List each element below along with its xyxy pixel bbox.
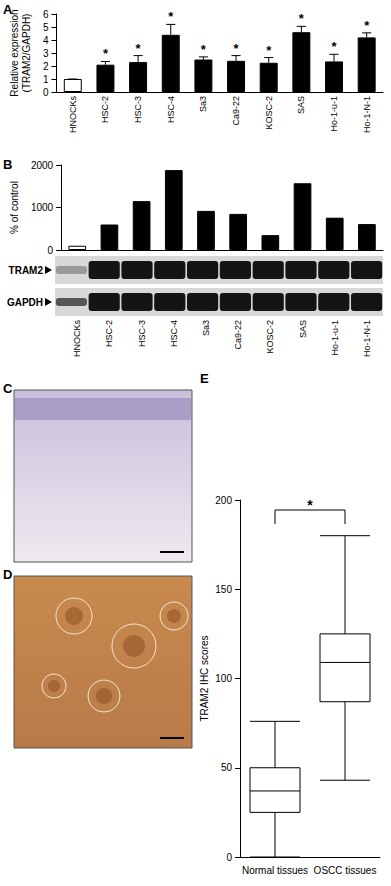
svg-text:B: B xyxy=(3,157,12,172)
svg-text:Ho-1-N-1: Ho-1-N-1 xyxy=(362,320,372,357)
svg-text:0: 0 xyxy=(226,852,232,863)
svg-text:*: * xyxy=(266,43,272,58)
svg-text:2: 2 xyxy=(43,61,49,72)
svg-text:Relative expression: Relative expression xyxy=(9,9,20,96)
svg-text:(TRAM2/GAPDH): (TRAM2/GAPDH) xyxy=(21,14,32,93)
svg-text:SAS: SAS xyxy=(298,320,308,338)
svg-text:Sa3: Sa3 xyxy=(198,96,208,112)
svg-text:1: 1 xyxy=(43,74,49,85)
svg-text:Ho-1-u-1: Ho-1-u-1 xyxy=(330,320,340,356)
svg-text:HSC-2: HSC-2 xyxy=(100,96,110,123)
svg-text:*: * xyxy=(168,9,174,24)
svg-text:200: 200 xyxy=(215,495,232,506)
svg-text:TRAM2 IHC scores: TRAM2 IHC scores xyxy=(199,635,210,721)
svg-text:*: * xyxy=(103,46,109,61)
svg-text:HSC-3: HSC-3 xyxy=(133,96,143,123)
svg-text:*: * xyxy=(307,497,313,513)
svg-text:HSC-3: HSC-3 xyxy=(137,320,147,347)
svg-text:HNOCKs: HNOCKs xyxy=(72,320,82,358)
svg-text:HSC-4: HSC-4 xyxy=(169,320,179,347)
svg-text:Normal tissues: Normal tissues xyxy=(242,865,308,876)
svg-text:4: 4 xyxy=(43,35,49,46)
svg-text:0: 0 xyxy=(48,245,54,256)
svg-text:TRAM2: TRAM2 xyxy=(9,265,44,276)
svg-text:*: * xyxy=(364,18,370,33)
svg-text:Ho-1-u-1: Ho-1-u-1 xyxy=(329,96,339,132)
svg-text:2000: 2000 xyxy=(31,160,54,171)
svg-text:Ca9-22: Ca9-22 xyxy=(231,96,241,126)
svg-text:*: * xyxy=(201,42,207,57)
svg-text:E: E xyxy=(200,371,209,386)
svg-text:% of control: % of control xyxy=(9,181,20,234)
svg-text:D: D xyxy=(3,567,12,582)
svg-text:SAS: SAS xyxy=(296,96,306,114)
svg-text:OSCC tissues: OSCC tissues xyxy=(314,865,377,876)
svg-text:1000: 1000 xyxy=(31,202,54,213)
svg-text:150: 150 xyxy=(215,584,232,595)
svg-text:*: * xyxy=(299,11,305,26)
svg-text:5: 5 xyxy=(43,22,49,33)
svg-text:Ho-1-N-1: Ho-1-N-1 xyxy=(362,96,372,133)
svg-text:HSC-4: HSC-4 xyxy=(166,96,176,123)
svg-text:0: 0 xyxy=(43,87,49,98)
svg-text:Sa3: Sa3 xyxy=(201,320,211,336)
svg-text:Ca9-22: Ca9-22 xyxy=(233,320,243,350)
svg-text:KOSC-2: KOSC-2 xyxy=(265,320,275,354)
svg-text:3: 3 xyxy=(43,48,49,59)
svg-text:C: C xyxy=(3,381,13,396)
svg-text:KOSC-2: KOSC-2 xyxy=(264,96,274,130)
svg-text:*: * xyxy=(234,41,240,56)
svg-text:*: * xyxy=(136,41,142,56)
svg-text:*: * xyxy=(331,39,337,54)
svg-text:GAPDH: GAPDH xyxy=(7,297,43,308)
svg-text:100: 100 xyxy=(215,673,232,684)
svg-text:HSC-2: HSC-2 xyxy=(104,320,114,347)
svg-text:50: 50 xyxy=(221,762,233,773)
svg-text:6: 6 xyxy=(43,9,49,20)
svg-text:HNOCKs: HNOCKs xyxy=(68,96,78,134)
